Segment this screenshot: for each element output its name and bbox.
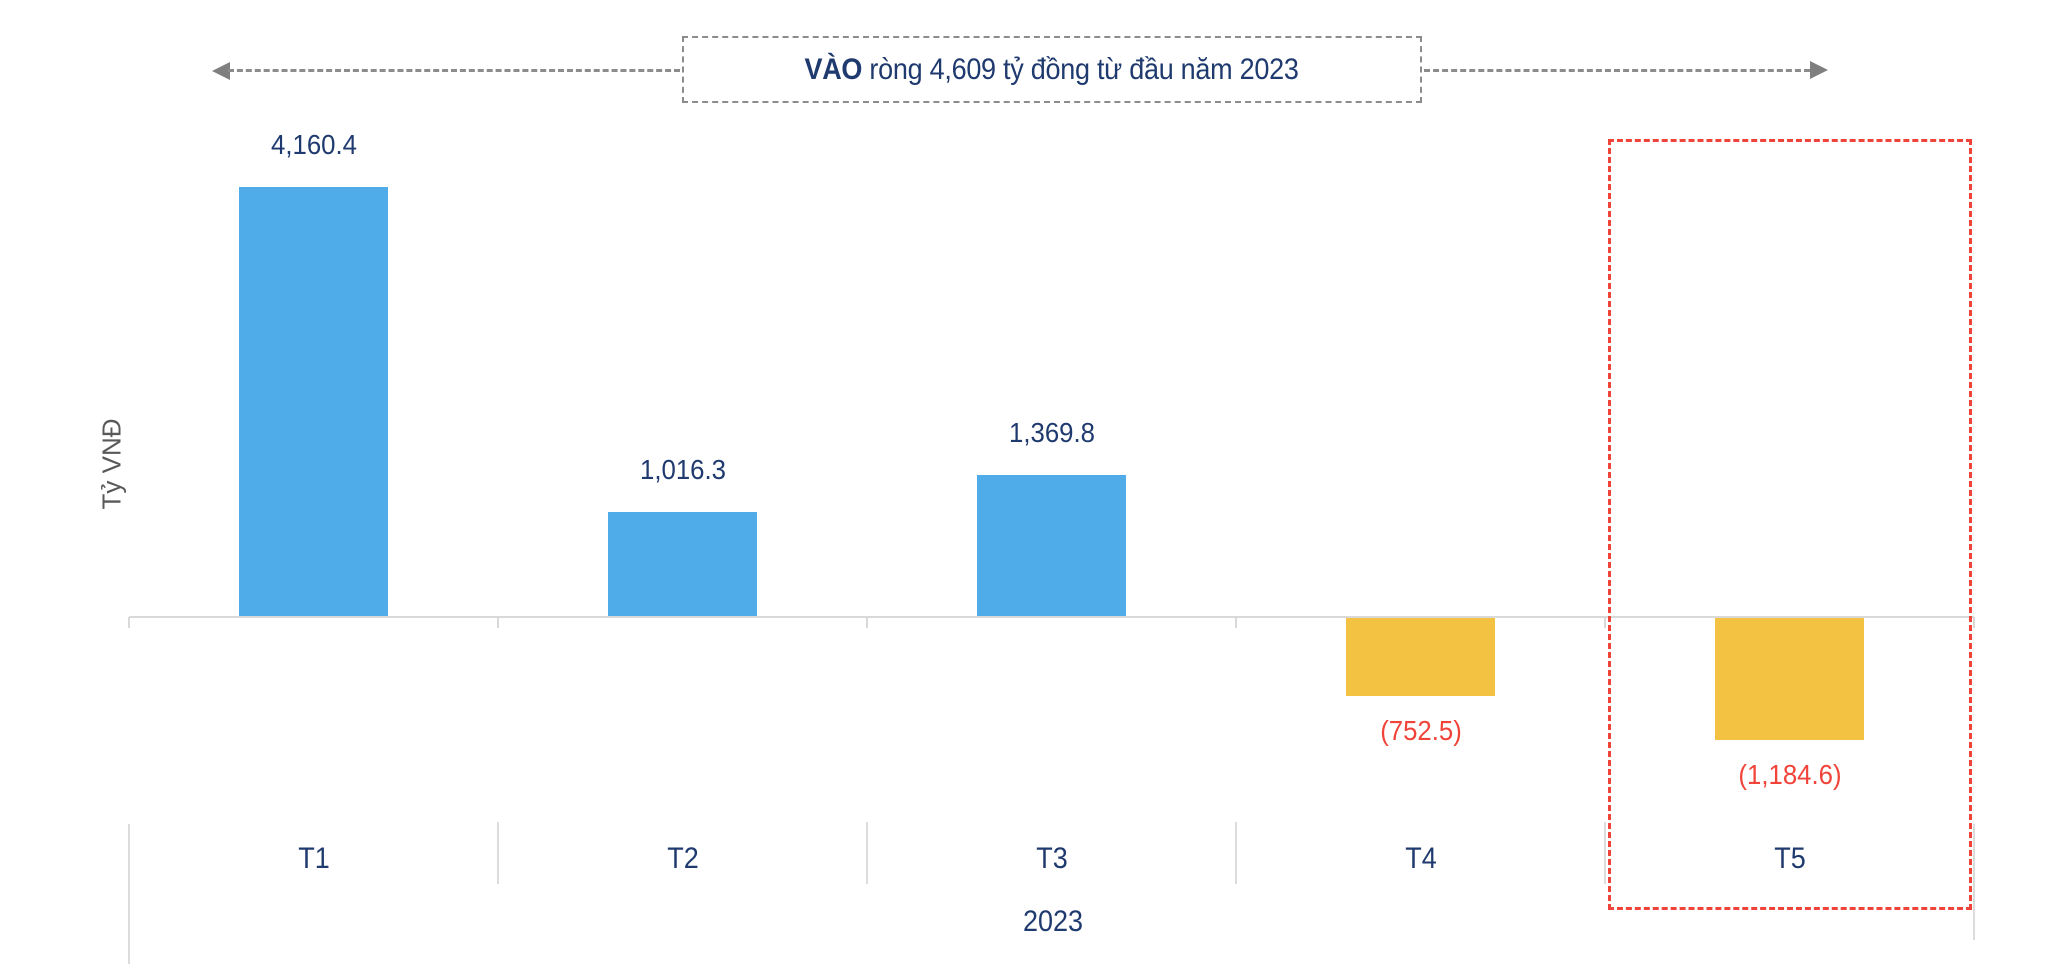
year-group-label: 2023 <box>1022 905 1084 938</box>
data-label-t2: 1,016.3 <box>639 453 726 485</box>
bar-t4 <box>1346 618 1495 696</box>
bar-t3 <box>977 475 1126 617</box>
category-label-t2: T2 <box>666 842 699 875</box>
x-axis-tick <box>497 617 499 628</box>
category-divider <box>497 822 499 884</box>
x-axis-tick <box>1235 617 1237 628</box>
annotation-box: VÀO ròng 4,609 tỷ đồng từ đầu năm 2023 <box>682 36 1422 103</box>
right-dashed-arrow-line <box>1424 69 1810 72</box>
category-divider <box>1604 822 1606 884</box>
annotation-text: VÀO ròng 4,609 tỷ đồng từ đầu năm 2023 <box>805 53 1299 87</box>
category-label-t5: T5 <box>1773 842 1806 875</box>
bar-t2 <box>608 511 757 617</box>
x-axis-tick <box>866 617 868 628</box>
data-label-t3: 1,369.8 <box>1008 417 1095 449</box>
data-label-t4: (752.5) <box>1379 714 1462 746</box>
data-label-t1: 4,160.4 <box>270 129 357 160</box>
category-label-t1: T1 <box>297 842 330 875</box>
x-axis-line <box>129 616 1974 618</box>
arrow-right-icon <box>1810 61 1828 79</box>
category-divider <box>1235 822 1237 884</box>
category-label-t4: T4 <box>1404 842 1437 875</box>
bar-t1 <box>239 187 388 617</box>
annotation-bold: VÀO <box>804 52 863 86</box>
arrow-left-icon <box>212 62 230 80</box>
category-band-outer-line <box>1973 824 1975 940</box>
x-axis-tick <box>128 617 130 628</box>
y-axis-label: Tỷ VNĐ <box>96 418 127 510</box>
x-axis-tick <box>1604 617 1606 628</box>
category-label-t3: T3 <box>1035 842 1068 875</box>
bar-t5 <box>1715 618 1864 741</box>
left-dashed-arrow-line <box>228 69 680 72</box>
annotation-rest: ròng 4,609 tỷ đồng từ đầu năm 2023 <box>862 52 1300 86</box>
x-axis-tick <box>1973 617 1975 628</box>
category-band-outer-line <box>128 824 130 964</box>
highlight-box-t5 <box>1608 139 1972 910</box>
data-label-t5: (1,184.6) <box>1737 759 1842 791</box>
category-divider <box>866 822 868 884</box>
